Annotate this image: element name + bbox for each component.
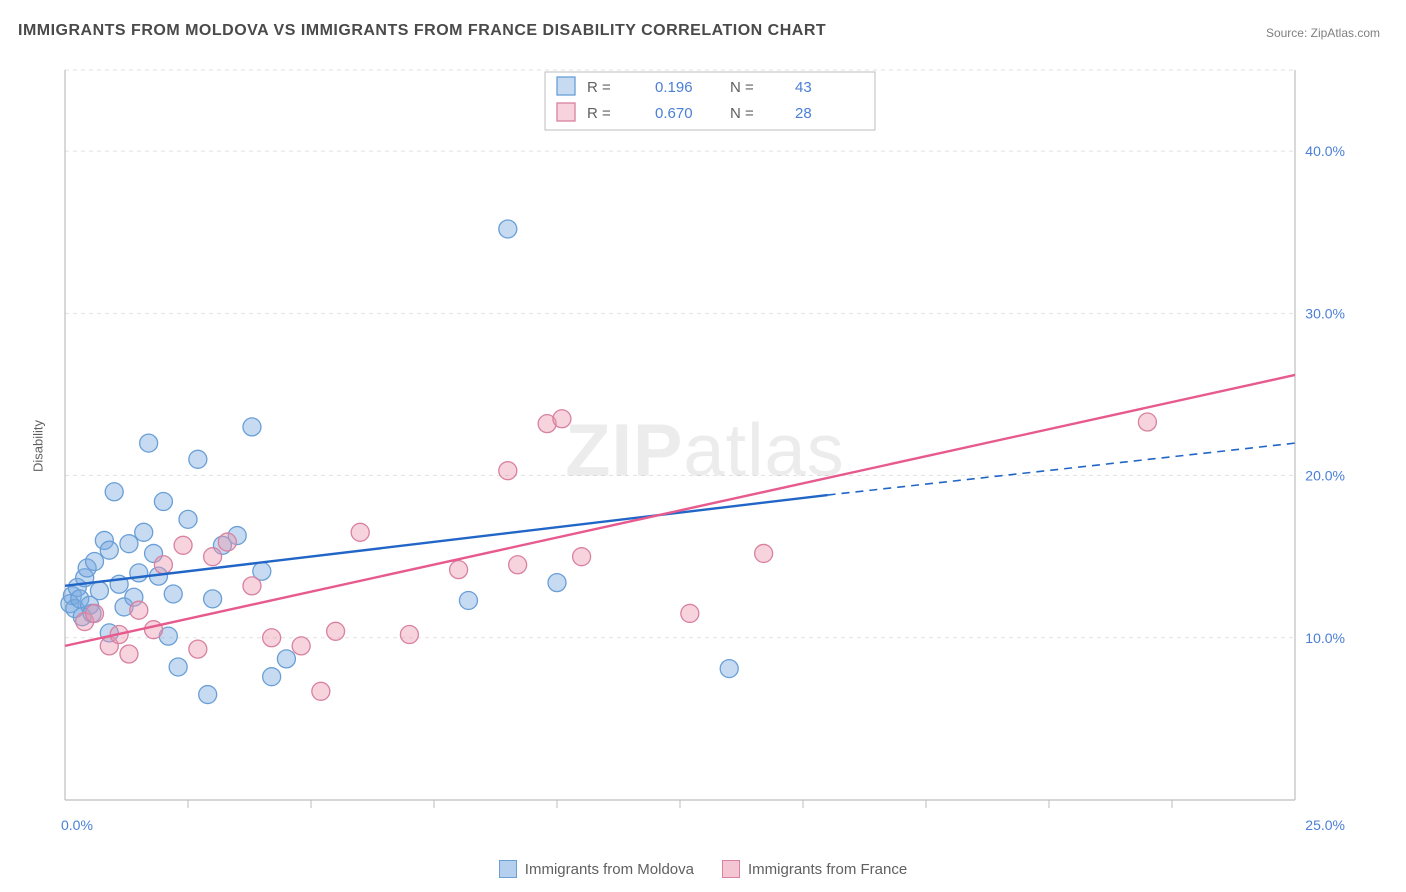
x-tick-label: 0.0%: [61, 817, 93, 833]
scatter-point: [450, 561, 468, 579]
scatter-point: [154, 556, 172, 574]
trend-line-extrapolated: [828, 443, 1295, 495]
scatter-point: [263, 629, 281, 647]
scatter-point: [681, 604, 699, 622]
source-link[interactable]: ZipAtlas.com: [1311, 26, 1380, 40]
scatter-point: [169, 658, 187, 676]
scatter-point: [189, 640, 207, 658]
bottom-legend: Immigrants from Moldova Immigrants from …: [0, 860, 1406, 878]
stats-r-label: R =: [587, 105, 611, 122]
stats-r-value: 0.196: [655, 79, 693, 96]
scatter-point: [459, 591, 477, 609]
scatter-chart: 0.0% 25.0% 10.0% 20.0% 30.0% 40.0% R = 0.196 N =…: [55, 60, 1355, 840]
scatter-point: [179, 510, 197, 528]
scatter-point: [509, 556, 527, 574]
chart-area: 0.0% 25.0% 10.0% 20.0% 30.0% 40.0% R = 0.196 N =…: [55, 60, 1355, 840]
scatter-point: [312, 682, 330, 700]
chart-title: IMMIGRANTS FROM MOLDOVA VS IMMIGRANTS FR…: [18, 22, 826, 40]
scatter-point: [105, 483, 123, 501]
scatter-point: [145, 621, 163, 639]
scatter-point: [86, 604, 104, 622]
scatter-point: [130, 564, 148, 582]
legend-item-moldova: Immigrants from Moldova: [499, 860, 694, 878]
y-tick-label: 30.0%: [1305, 305, 1345, 321]
scatter-point: [243, 418, 261, 436]
stats-n-value: 43: [795, 79, 812, 96]
scatter-point: [292, 637, 310, 655]
legend-swatch-moldova: [499, 860, 517, 878]
scatter-point: [277, 650, 295, 668]
scatter-point: [86, 553, 104, 571]
scatter-point: [351, 523, 369, 541]
scatter-point: [400, 626, 418, 644]
legend-swatch-france: [722, 860, 740, 878]
scatter-point: [135, 523, 153, 541]
y-tick-label: 20.0%: [1305, 468, 1345, 484]
scatter-point: [218, 533, 236, 551]
scatter-point: [199, 686, 217, 704]
scatter-point: [243, 577, 261, 595]
legend-label-moldova: Immigrants from Moldova: [525, 861, 694, 878]
scatter-point: [720, 660, 738, 678]
scatter-point: [120, 535, 138, 553]
stats-n-value: 28: [795, 105, 812, 122]
stats-r-label: R =: [587, 79, 611, 96]
scatter-point: [90, 582, 108, 600]
scatter-point: [130, 601, 148, 619]
stats-r-value: 0.670: [655, 105, 693, 122]
scatter-point: [755, 544, 773, 562]
source-attribution: Source: ZipAtlas.com: [1266, 26, 1380, 40]
legend-label-france: Immigrants from France: [748, 861, 907, 878]
y-tick-label: 40.0%: [1305, 143, 1345, 159]
trend-line: [65, 375, 1295, 646]
stats-swatch: [557, 77, 575, 95]
scatter-point: [204, 590, 222, 608]
y-tick-label: 10.0%: [1305, 630, 1345, 646]
scatter-point: [154, 493, 172, 511]
scatter-point: [573, 548, 591, 566]
scatter-point: [174, 536, 192, 554]
scatter-point: [100, 541, 118, 559]
scatter-point: [204, 548, 222, 566]
scatter-point: [499, 462, 517, 480]
scatter-point: [327, 622, 345, 640]
scatter-point: [553, 410, 571, 428]
scatter-point: [120, 645, 138, 663]
x-tick-label: 25.0%: [1305, 817, 1345, 833]
scatter-point: [499, 220, 517, 238]
scatter-point: [140, 434, 158, 452]
legend-item-france: Immigrants from France: [722, 860, 907, 878]
stats-n-label: N =: [730, 79, 754, 96]
scatter-point: [189, 450, 207, 468]
source-prefix: Source:: [1266, 26, 1311, 40]
scatter-point: [263, 668, 281, 686]
scatter-point: [164, 585, 182, 603]
scatter-point: [1138, 413, 1156, 431]
stats-swatch: [557, 103, 575, 121]
stats-n-label: N =: [730, 105, 754, 122]
y-axis-label: Disability: [31, 420, 46, 472]
scatter-point: [548, 574, 566, 592]
